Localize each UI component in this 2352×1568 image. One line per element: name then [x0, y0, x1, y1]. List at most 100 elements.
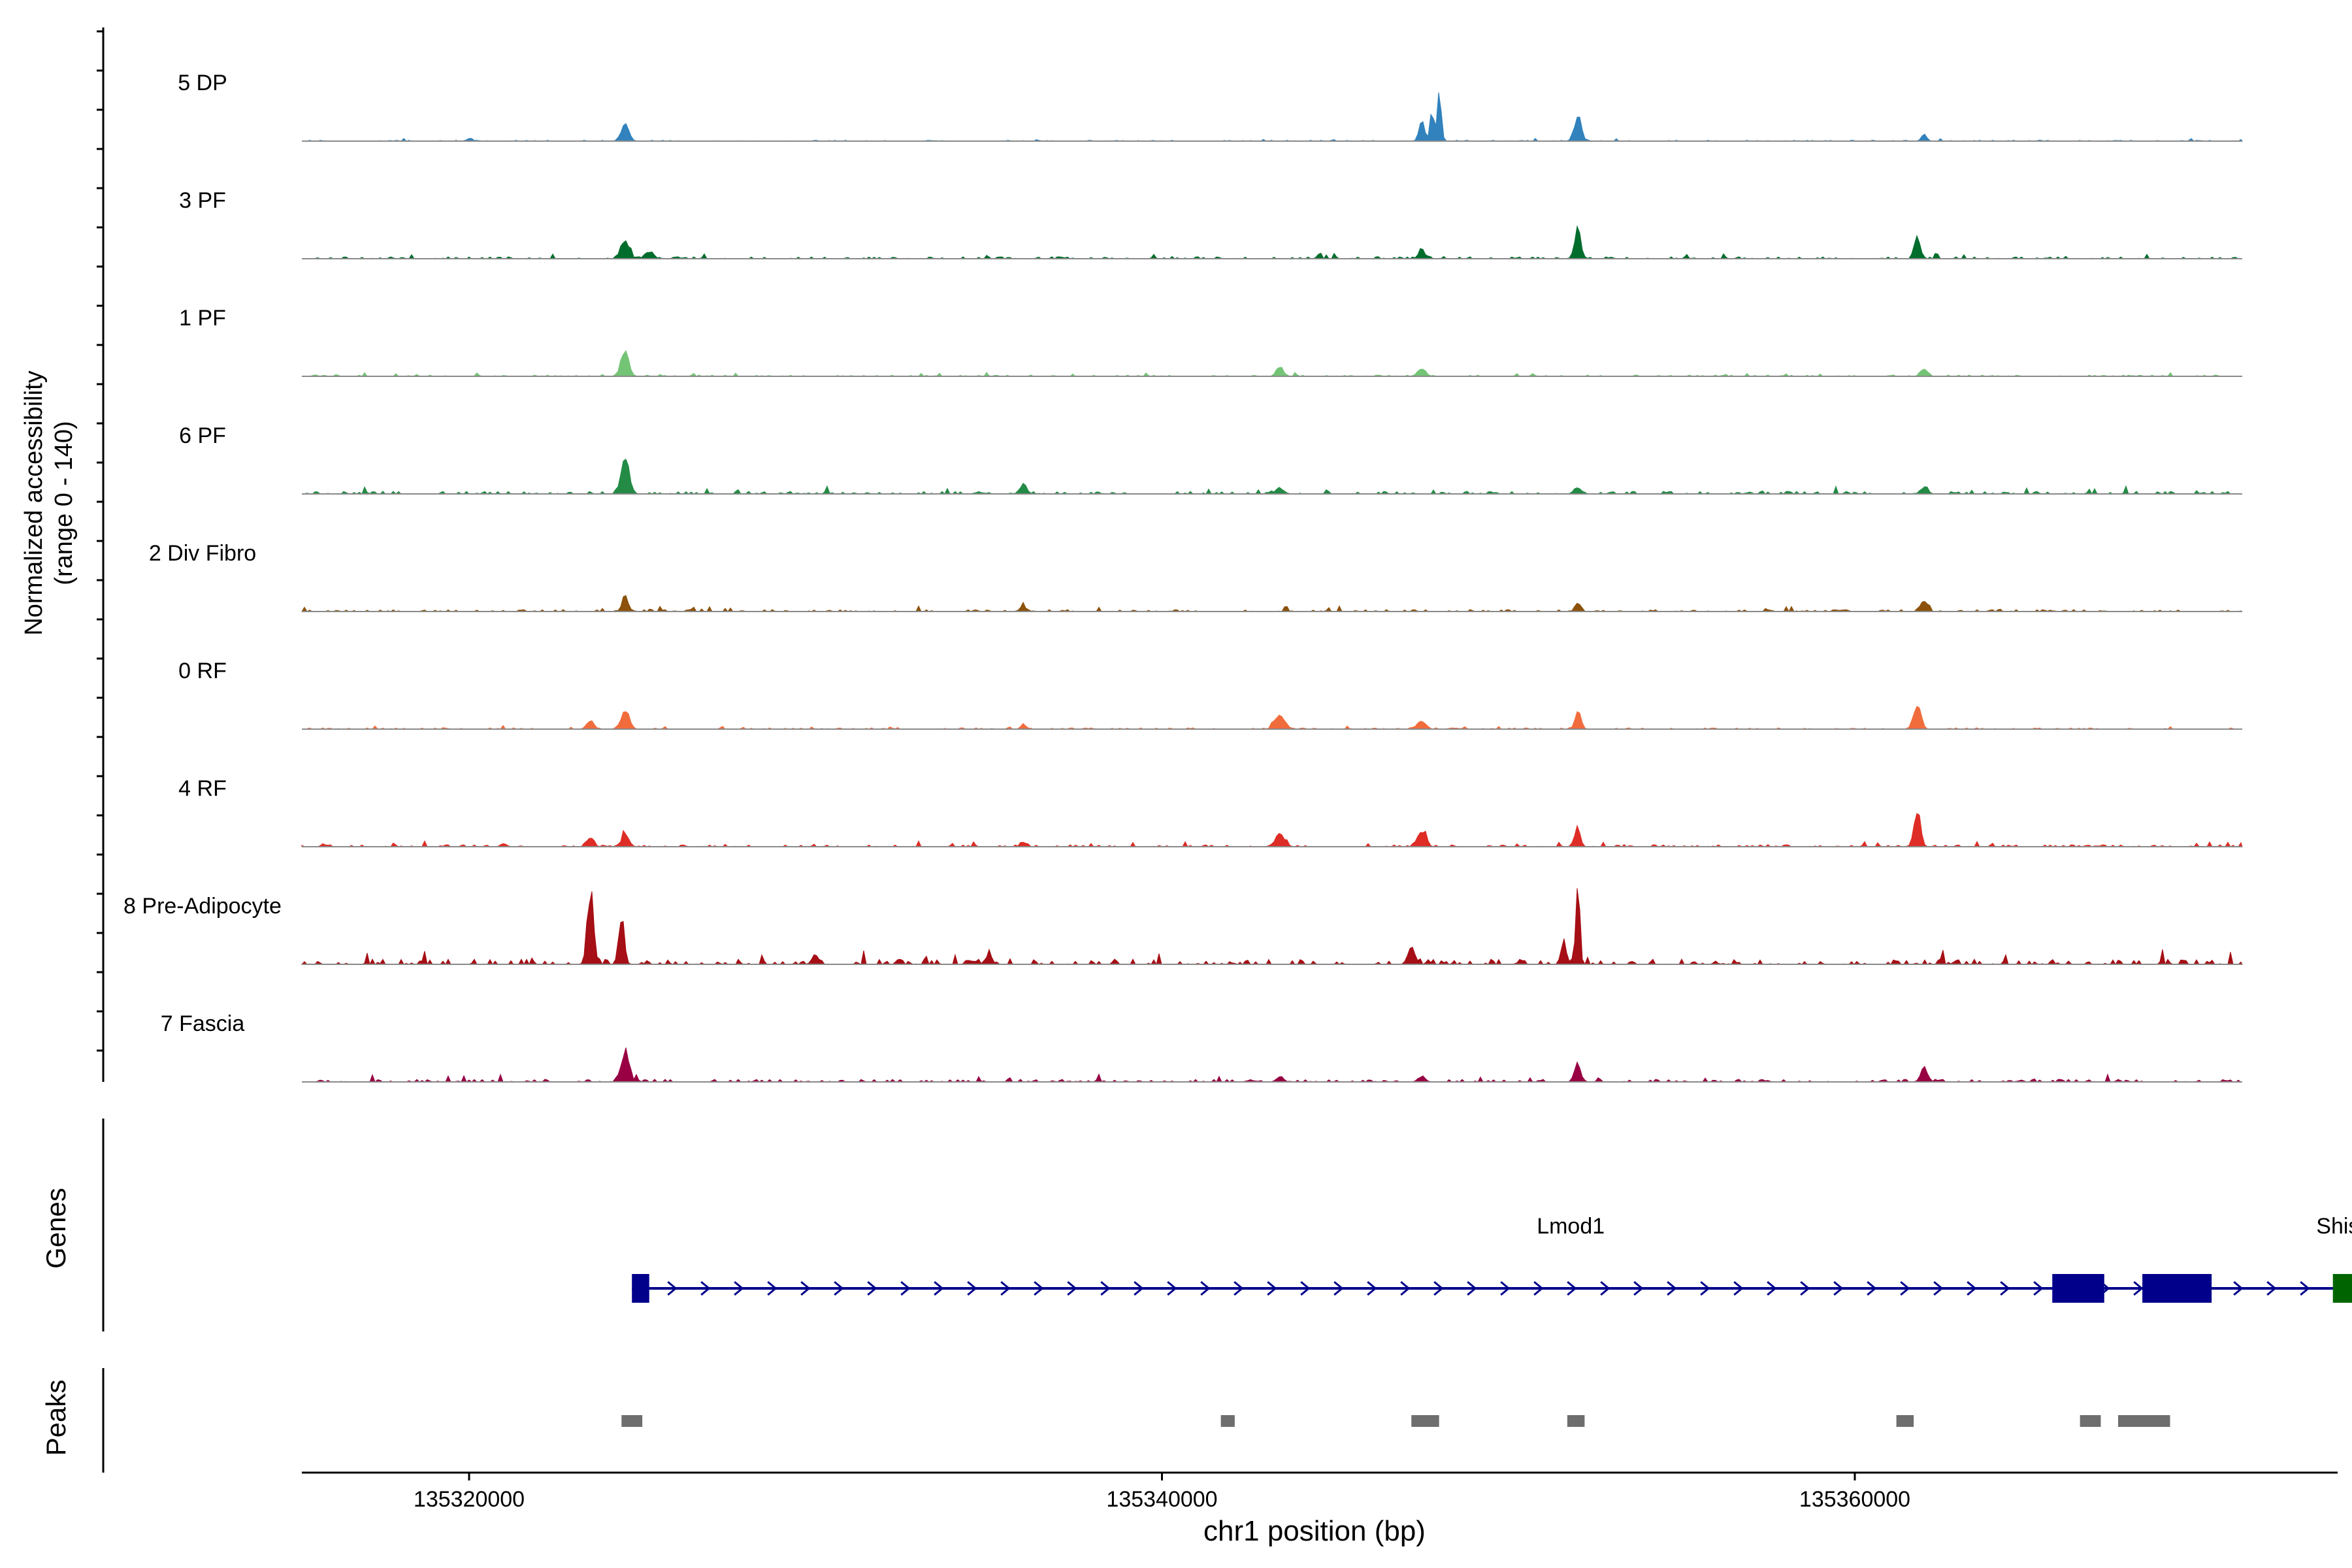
strand-chevron: [2233, 1281, 2244, 1296]
strand-chevron: [2133, 1281, 2144, 1296]
peak-region: [1896, 1415, 1914, 1427]
strand-chevron: [1167, 1281, 1177, 1296]
x-axis-title: chr1 position (bp): [1203, 1515, 1426, 1547]
x-axis-ticks: 135320000 135340000 135360000: [414, 1473, 1910, 1512]
strand-chevron: [1433, 1281, 1444, 1296]
x-tick-label: 135340000: [1106, 1487, 1217, 1512]
track-label: 4 RF: [178, 776, 227, 801]
peak-region: [621, 1415, 643, 1427]
strand-chevron: [1800, 1281, 1810, 1296]
strand-chevron: [1967, 1281, 1977, 1296]
strand-chevron: [1134, 1281, 1144, 1296]
strand-chevron: [1400, 1281, 1411, 1296]
track-2-div-fibro: 2 Div Fibro: [149, 541, 2243, 613]
track-1-pf: 1 PF: [179, 306, 2242, 377]
strand-chevron: [1933, 1281, 1944, 1296]
track-6-pf: 6 PF: [179, 423, 2242, 495]
coverage-area: [302, 706, 2242, 730]
strand-chevron: [1000, 1281, 1011, 1296]
strand-chevron: [2300, 1281, 2310, 1296]
x-tick-label: 135360000: [1799, 1487, 1910, 1512]
gene-lmod1: Lmod1: [632, 1214, 2352, 1303]
exon-block: [632, 1274, 649, 1303]
strand-chevron: [1267, 1281, 1277, 1296]
track-8-pre-adipocyte: 8 Pre-Adipocyte: [123, 888, 2243, 966]
genes-label: Genes: [41, 1188, 71, 1269]
strand-chevron: [1900, 1281, 1910, 1296]
exon-block: [2052, 1274, 2104, 1303]
track-label: 2 Div Fibro: [149, 541, 256, 566]
coverage-y-ticks: [97, 30, 103, 1052]
strand-chevron: [1100, 1281, 1111, 1296]
strand-chevron: [1500, 1281, 1511, 1296]
track-label: 1 PF: [179, 306, 226, 331]
peaks-panel-title: Peaks: [41, 1380, 71, 1456]
strand-chevron: [700, 1281, 711, 1296]
y-axis-title-line1: Normalized accessibility: [20, 370, 48, 635]
strand-chevron: [667, 1281, 678, 1296]
strand-chevron: [1867, 1281, 1877, 1296]
coverage-area: [302, 1047, 2242, 1083]
strand-chevron: [1034, 1281, 1044, 1296]
peak-region: [1220, 1415, 1235, 1427]
strand-chevron: [834, 1281, 844, 1296]
coverage-area: [301, 888, 2243, 966]
strand-chevron: [2266, 1281, 2277, 1296]
track-label: 7 Fascia: [161, 1011, 245, 1036]
track-label: 3 PF: [179, 188, 226, 213]
track-label: 5 DP: [178, 71, 227, 95]
strand-chevron: [734, 1281, 744, 1296]
y-axis-title-line2: (range 0 - 140): [50, 421, 78, 585]
x-tick-label: 135320000: [414, 1487, 525, 1512]
peak-track: [621, 1415, 2170, 1427]
strand-chevron: [1633, 1281, 1644, 1296]
coverage-area: [302, 350, 2242, 377]
strand-chevron: [800, 1281, 811, 1296]
peak-region: [1411, 1415, 1439, 1427]
strand-chevron: [867, 1281, 877, 1296]
coverage-area: [302, 92, 2243, 142]
strand-chevron: [1333, 1281, 1344, 1296]
strand-chevron: [2000, 1281, 2010, 1296]
peak-region: [2117, 1415, 2170, 1427]
coverage-area: [301, 595, 2243, 613]
coverage-area: [301, 813, 2243, 847]
strand-chevron: [900, 1281, 911, 1296]
peak-region: [1567, 1415, 1585, 1427]
peaks-label: Peaks: [41, 1380, 71, 1456]
strand-chevron: [1300, 1281, 1311, 1296]
strand-chevron: [1233, 1281, 1244, 1296]
track-0-rf: 0 RF: [178, 659, 2242, 730]
strand-chevron: [1567, 1281, 1577, 1296]
gene-track: Lmod1 Shisa4: [632, 1214, 2352, 1303]
track-7-fascia: 7 Fascia: [161, 1011, 2242, 1083]
track-3-pf: 3 PF: [179, 188, 2242, 260]
strand-chevron: [1467, 1281, 1477, 1296]
strand-chevron: [1833, 1281, 1844, 1296]
exon-block: [2332, 1274, 2352, 1303]
y-axis-title: Normalized accessibility (range 0 - 140): [20, 370, 78, 635]
strand-chevron: [1067, 1281, 1077, 1296]
strand-chevron: [1700, 1281, 1710, 1296]
strand-chevron: [967, 1281, 977, 1296]
gene-name: Lmod1: [1537, 1214, 1605, 1239]
strand-chevron: [1200, 1281, 1211, 1296]
strand-chevron: [1600, 1281, 1610, 1296]
track-5-dp: 5 DP: [178, 71, 2243, 142]
coverage-tracks: 5 DP 3 PF 1 PF 6 PF 2 Div Fibro 0 RF 4 RF 8 Pre…: [123, 71, 2243, 1083]
genes-panel-title: Genes: [41, 1188, 71, 1269]
strand-chevron: [1367, 1281, 1377, 1296]
track-label: 6 PF: [179, 423, 226, 448]
peak-region: [2080, 1415, 2101, 1427]
track-4-rf: 4 RF: [178, 776, 2243, 847]
strand-chevron: [2033, 1281, 2044, 1296]
strand-chevron: [1733, 1281, 1744, 1296]
gene-name: Shisa4: [2316, 1214, 2352, 1239]
coverage-area: [302, 459, 2242, 495]
strand-chevron: [767, 1281, 777, 1296]
strand-chevron: [934, 1281, 944, 1296]
exon-block: [2142, 1274, 2212, 1303]
coverage-area: [302, 225, 2242, 260]
gene-shisa4: Shisa4: [2316, 1214, 2352, 1303]
